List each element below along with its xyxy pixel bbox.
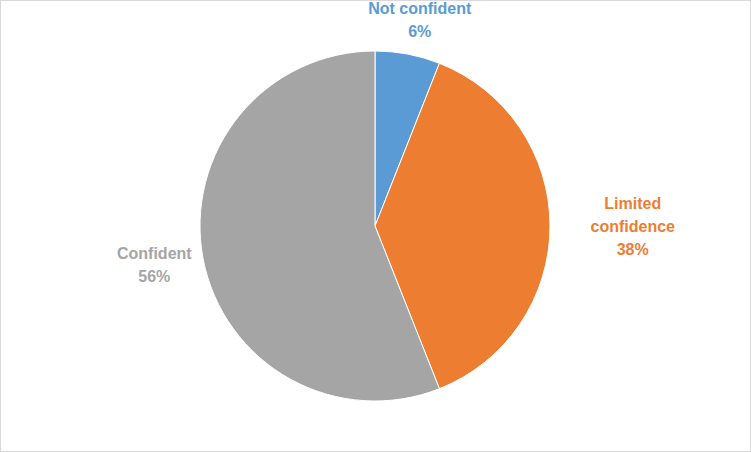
slice-value-label: 56%: [138, 268, 170, 285]
slice-category-label: Limitedconfidence: [590, 195, 675, 235]
chart-frame: [1, 1, 751, 452]
chart: Not confident 6% Limitedconfidence 38% Confi…: [0, 0, 751, 452]
pie-slice: [200, 51, 439, 401]
slice-value-label: 6%: [408, 23, 431, 40]
data-labels: Not confident 6% Limitedconfidence 38% Confi…: [117, 0, 675, 285]
slice-value-label: 38%: [617, 241, 649, 258]
slice-category-label: Not confident: [368, 0, 472, 17]
slices: [200, 51, 550, 401]
slice-category-label: Confident: [117, 245, 192, 262]
